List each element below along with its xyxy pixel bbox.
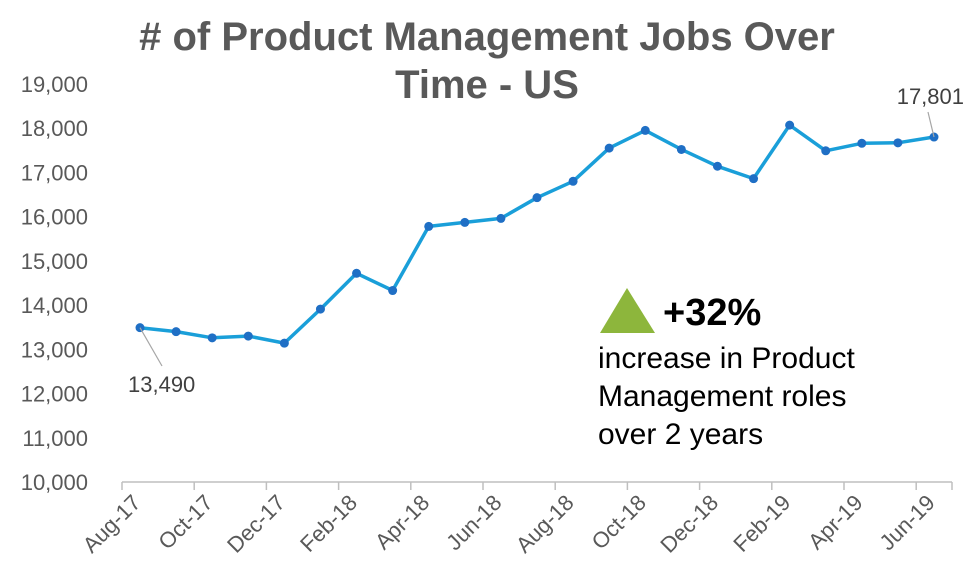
y-tick-label: 15,000 xyxy=(21,249,88,274)
chart-title-line-2: Time - US xyxy=(395,63,579,107)
up-triangle-icon xyxy=(600,288,655,333)
data-label-leader xyxy=(139,327,163,367)
annotation-line-3: over 2 years xyxy=(598,418,763,451)
chart-title: # of Product Management Jobs Over Time -… xyxy=(139,15,835,107)
data-label-leader xyxy=(927,111,935,138)
data-point xyxy=(424,221,434,231)
x-tick-label: Jun-19 xyxy=(874,490,939,555)
series-line xyxy=(139,123,935,345)
data-point xyxy=(749,174,759,184)
annotation: +32% increase in Product Management role… xyxy=(598,288,855,451)
y-tick-label: 16,000 xyxy=(21,205,88,230)
data-point xyxy=(279,338,289,348)
data-point xyxy=(857,138,867,148)
data-label: 17,801 xyxy=(897,84,964,109)
y-tick-label: 12,000 xyxy=(21,382,88,407)
data-point xyxy=(821,146,831,156)
data-label: 13,490 xyxy=(128,372,195,397)
data-point xyxy=(532,193,542,203)
data-point xyxy=(243,331,253,341)
series xyxy=(135,120,939,348)
annotation-line-1: increase in Product xyxy=(598,342,855,375)
y-tick-label: 14,000 xyxy=(21,293,88,318)
data-point xyxy=(315,304,325,314)
data-point xyxy=(640,125,650,135)
x-tick-label: Dec-18 xyxy=(655,490,723,558)
data-point xyxy=(352,268,362,278)
data-labels: 13,490 17,801 xyxy=(128,84,964,397)
x-tick-label: Jun-18 xyxy=(441,490,506,555)
x-tick-label: Apr-19 xyxy=(803,490,867,554)
data-point xyxy=(604,143,614,153)
y-tick-label: 18,000 xyxy=(21,116,88,141)
annotation-line-2: Management roles xyxy=(598,380,846,413)
x-tick-label: Apr-18 xyxy=(370,490,434,554)
y-tick-label: 11,000 xyxy=(22,426,88,451)
x-tick-label: Oct-18 xyxy=(587,490,651,554)
y-tick-label: 17,000 xyxy=(21,160,88,185)
x-tick-label: Aug-18 xyxy=(511,490,579,558)
data-point xyxy=(207,333,217,343)
x-tick-label: Feb-18 xyxy=(295,490,362,557)
chart-title-line-1: # of Product Management Jobs Over xyxy=(139,15,835,59)
data-point xyxy=(496,213,506,223)
data-point xyxy=(893,138,903,148)
x-tick-label: Feb-19 xyxy=(728,490,795,557)
data-point xyxy=(171,327,181,337)
y-tick-label: 19,000 xyxy=(21,72,88,97)
x-axis: Aug-17 Oct-17 Dec-17 Feb-18 Apr-18 Jun-18 Aug-… xyxy=(78,481,953,558)
y-axis: 10,000 11,000 12,000 13,000 14,000 15,000 16,0… xyxy=(21,72,88,495)
data-point xyxy=(460,217,470,227)
data-point xyxy=(785,120,795,130)
data-point xyxy=(568,176,578,186)
y-tick-label: 13,000 xyxy=(21,337,88,362)
y-tick-label: 10,000 xyxy=(21,470,88,495)
annotation-percent: +32% xyxy=(663,292,761,334)
x-tick-label: Oct-17 xyxy=(153,490,217,554)
x-tick-label: Dec-17 xyxy=(222,490,290,558)
data-point xyxy=(388,286,398,296)
data-point xyxy=(712,161,722,171)
data-point xyxy=(676,144,686,154)
x-tick-label: Aug-17 xyxy=(78,490,146,558)
